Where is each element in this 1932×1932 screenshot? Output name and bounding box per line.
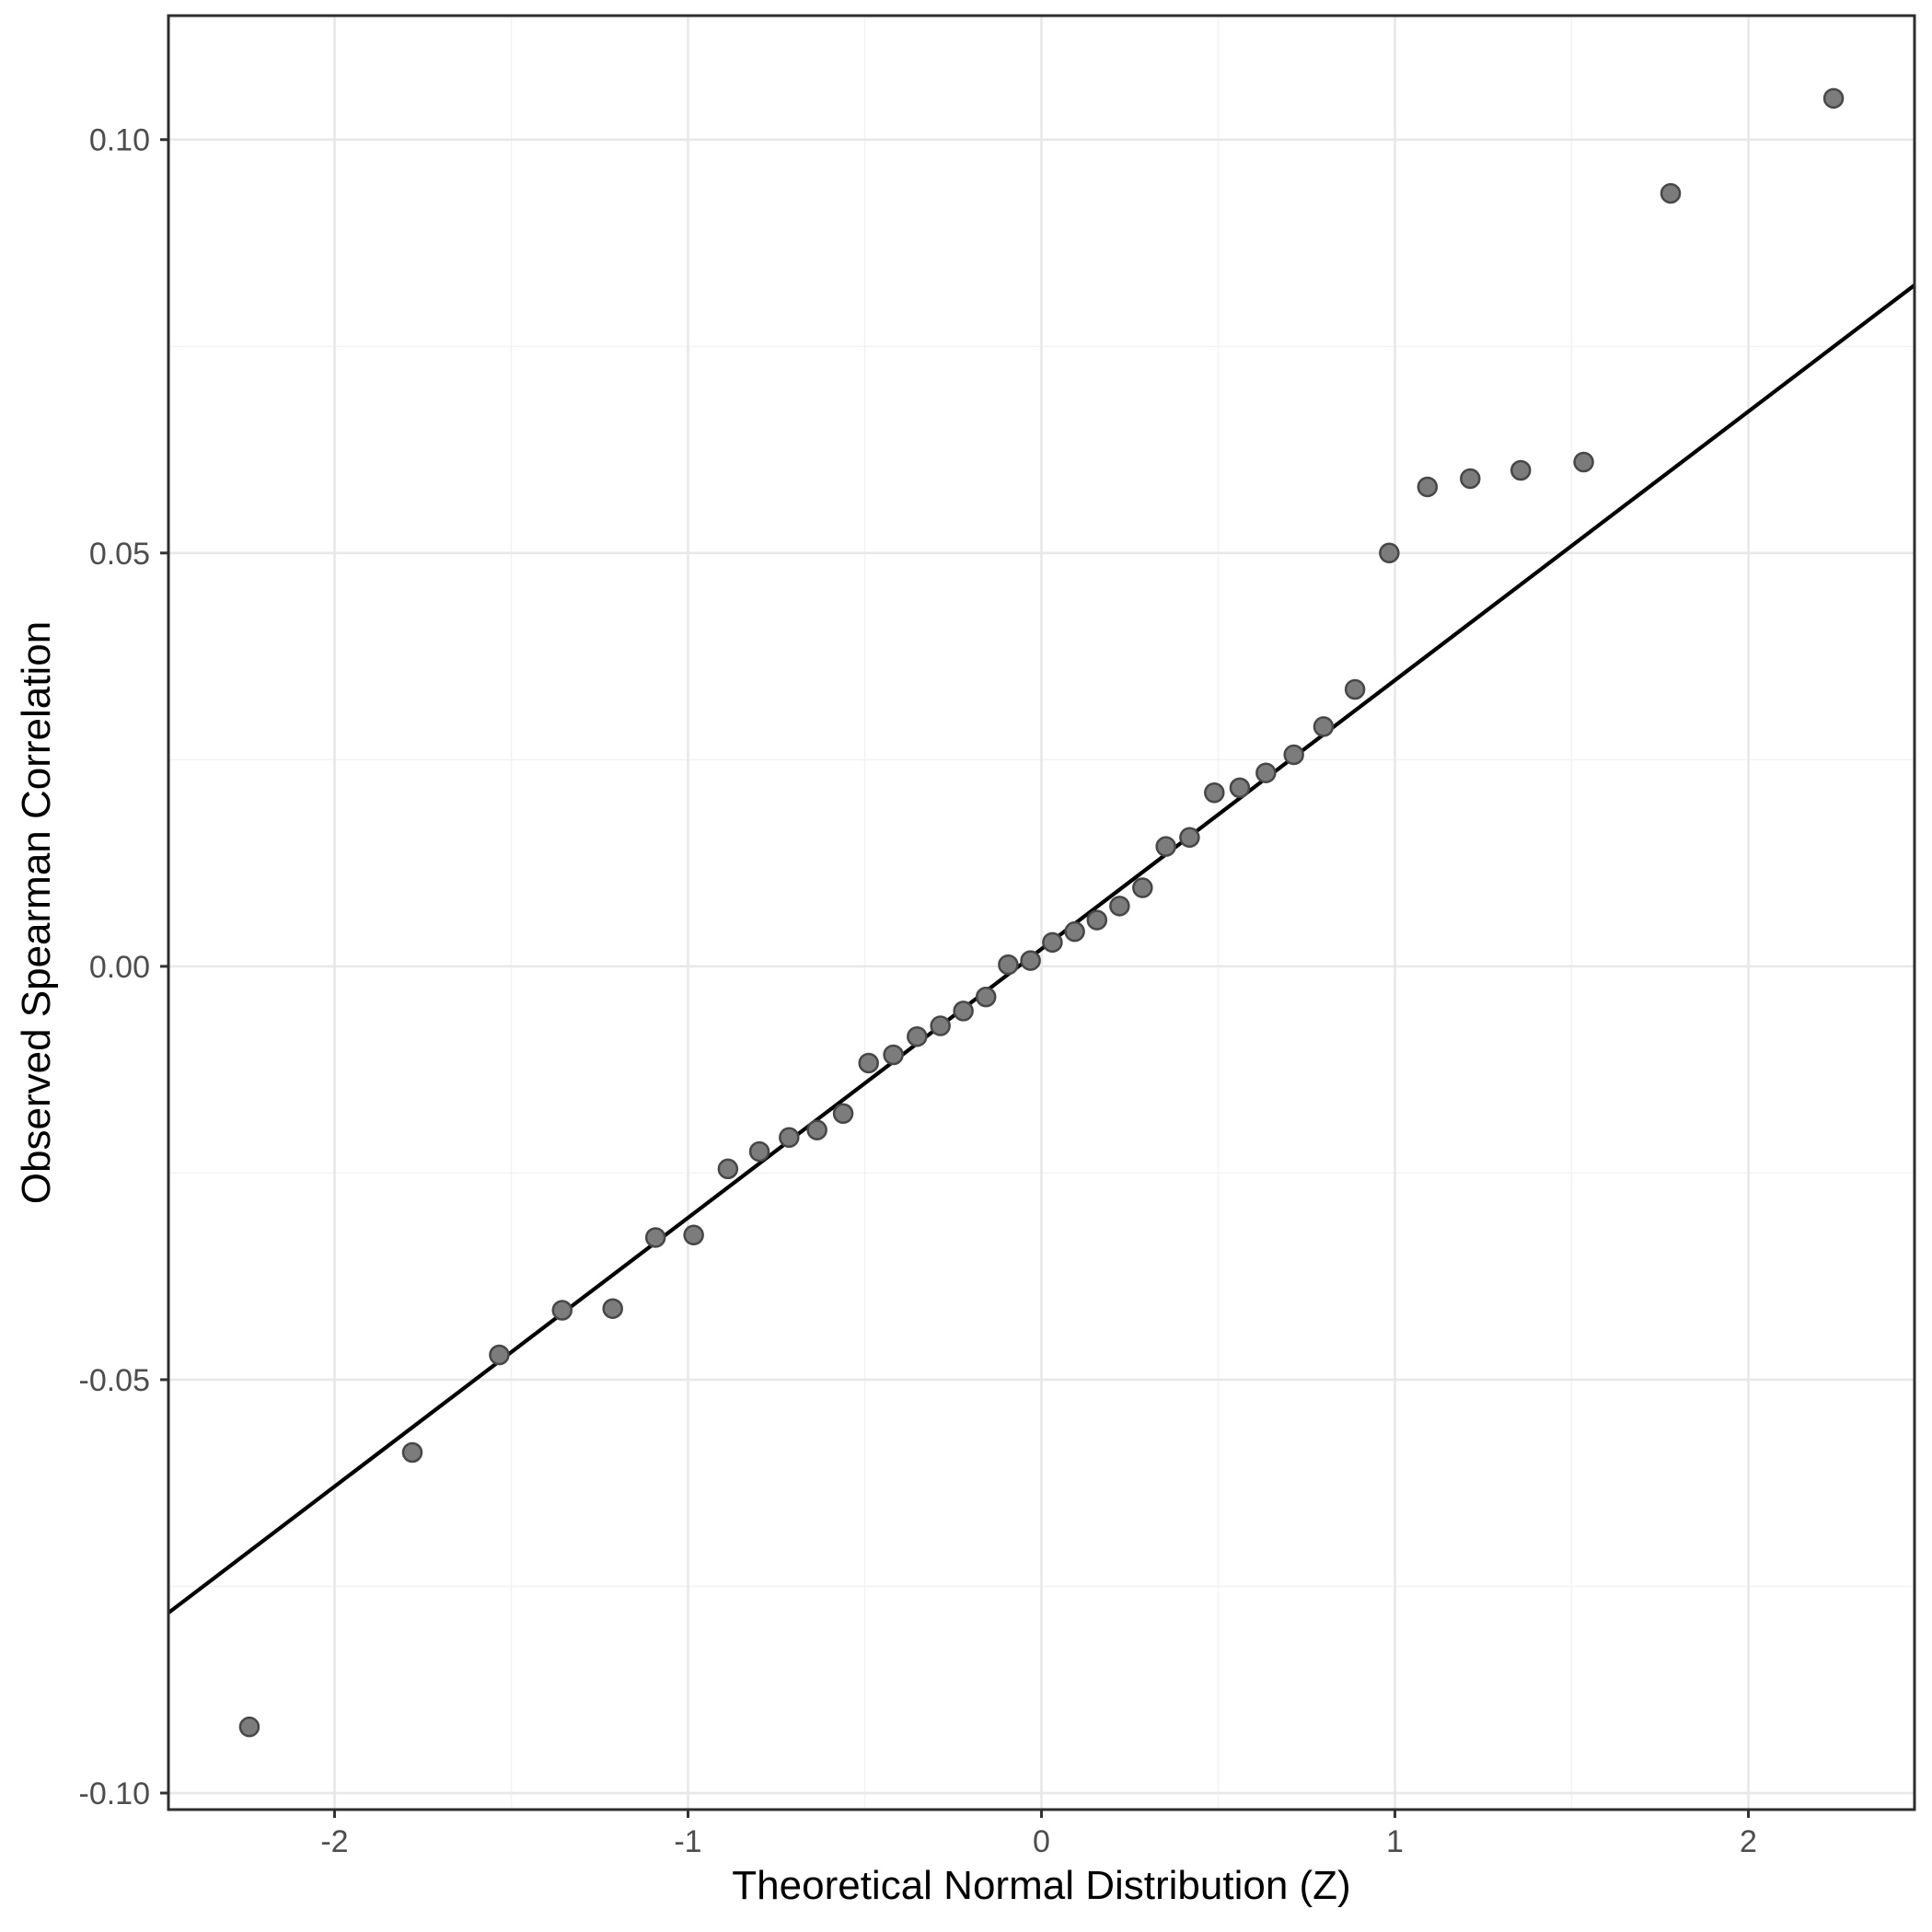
- data-point: [238, 1716, 260, 1738]
- y-tick-label: -0.05: [79, 1363, 151, 1398]
- data-point: [748, 1140, 770, 1163]
- data-point: [1064, 920, 1085, 943]
- x-axis-ticks: -2 -1 0 1 2: [320, 1810, 1757, 1859]
- data-point: [883, 1044, 904, 1066]
- x-tick-label: 2: [1740, 1824, 1757, 1859]
- data-point: [1379, 542, 1400, 564]
- data-point: [1042, 931, 1063, 954]
- qq-reference-line: [167, 283, 1916, 1614]
- data-point: [1020, 950, 1041, 971]
- y-tick-label: 0.10: [89, 123, 150, 158]
- y-tick-label: 0.05: [89, 537, 150, 572]
- data-point: [644, 1227, 666, 1248]
- data-point: [489, 1344, 510, 1366]
- panel-border: [167, 14, 1916, 1811]
- data-point: [779, 1127, 800, 1149]
- data-point: [998, 954, 1019, 976]
- data-point: [1283, 744, 1304, 766]
- data-point: [1179, 827, 1200, 849]
- data-point: [1313, 716, 1335, 737]
- y-axis-title: Observed Spearman Correlation: [14, 621, 59, 1204]
- y-axis-ticks: 0.10 0.05 0.00 -0.05 -0.10: [79, 123, 168, 1811]
- data-point: [907, 1025, 928, 1047]
- data-point: [1109, 896, 1130, 917]
- x-tick-label: 1: [1386, 1824, 1404, 1859]
- x-axis-title: Theoretical Normal Distribution (Z): [732, 1863, 1350, 1908]
- major-gridlines: [168, 16, 1915, 1810]
- data-point: [1086, 909, 1108, 931]
- data-point: [1255, 762, 1277, 783]
- data-point: [1155, 836, 1176, 857]
- data-point: [551, 1300, 573, 1321]
- data-point: [953, 1001, 974, 1022]
- x-tick-label: -1: [674, 1824, 701, 1859]
- x-tick-label: 0: [1033, 1824, 1050, 1859]
- scatter-points: [238, 87, 1845, 1738]
- data-point: [930, 1015, 951, 1036]
- data-point: [1132, 877, 1153, 898]
- data-point: [1460, 468, 1481, 490]
- y-tick-label: -0.10: [79, 1776, 151, 1811]
- data-point: [1822, 87, 1845, 110]
- data-point: [1660, 182, 1682, 204]
- data-point: [1204, 782, 1225, 804]
- data-point: [401, 1441, 423, 1463]
- data-point: [1229, 777, 1251, 799]
- data-point: [858, 1052, 879, 1074]
- data-point: [1417, 476, 1439, 498]
- y-tick-label: 0.00: [89, 950, 150, 985]
- data-point: [975, 986, 997, 1008]
- data-point: [1573, 451, 1594, 473]
- data-point: [602, 1298, 623, 1319]
- data-point: [717, 1158, 739, 1180]
- data-point: [806, 1119, 827, 1140]
- data-point: [1510, 459, 1532, 481]
- x-tick-label: -2: [320, 1824, 348, 1859]
- data-point: [832, 1103, 854, 1125]
- data-point: [1344, 678, 1366, 700]
- data-point: [683, 1224, 704, 1246]
- qq-reference-line-group: [167, 283, 1916, 1614]
